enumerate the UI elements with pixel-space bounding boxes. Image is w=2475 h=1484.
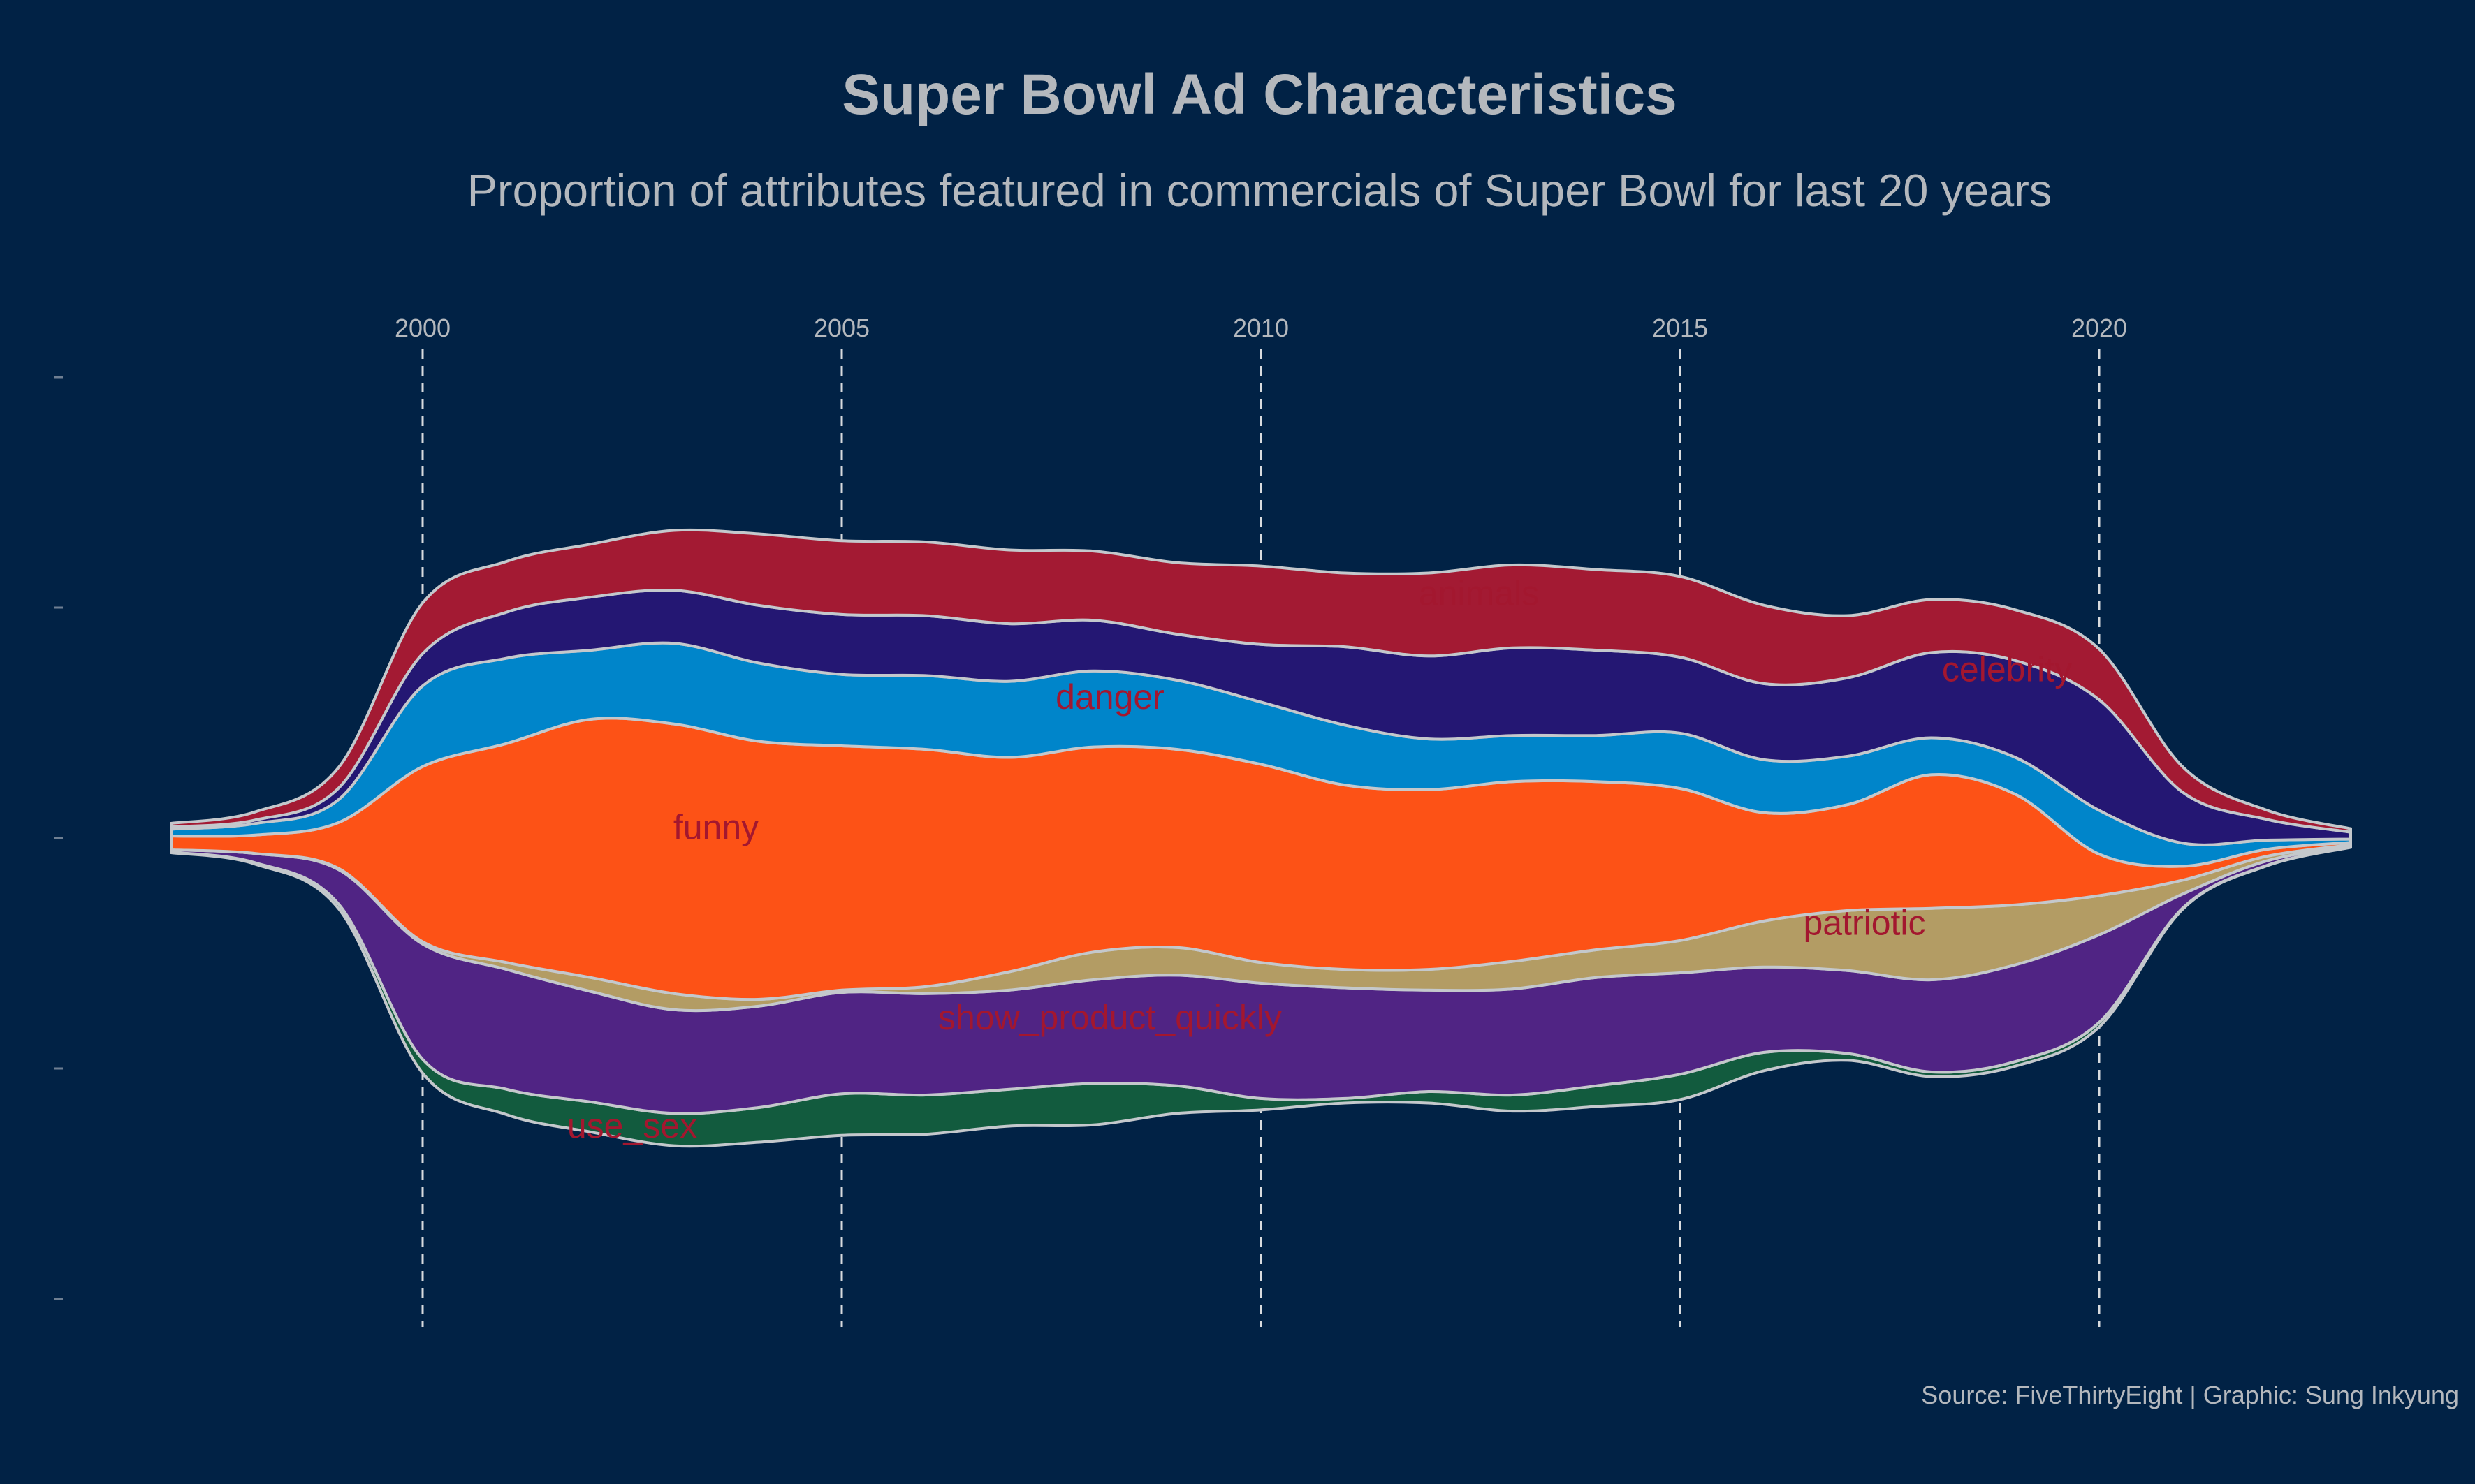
series-labels: funny danger animals celebrity patriotic show… xyxy=(567,574,2072,1145)
label-funny: funny xyxy=(673,808,759,847)
x-tick-label-2015: 2015 xyxy=(1652,314,1708,342)
x-tick-label-2000: 2000 xyxy=(395,314,451,342)
label-danger: danger xyxy=(1056,677,1165,717)
label-show-product-quickly: show_product_quickly xyxy=(938,998,1282,1037)
x-tick-label-2020: 2020 xyxy=(2071,314,2127,342)
x-tick-label-2010: 2010 xyxy=(1233,314,1289,342)
label-patriotic: patriotic xyxy=(1803,904,1925,943)
chart-caption: Source: FiveThirtyEight | Graphic: Sung … xyxy=(1921,1381,2459,1409)
stream-animals xyxy=(170,528,2352,834)
stream-layers xyxy=(170,528,2352,1148)
x-tick-label-2005: 2005 xyxy=(814,314,870,342)
chart-title: Super Bowl Ad Characteristics xyxy=(842,63,1677,126)
label-celebrity: celebrity xyxy=(1942,650,2072,689)
x-tick-labels: 2000 2005 2010 2015 2020 xyxy=(395,314,2127,342)
chart-subtitle: Proportion of attributes featured in com… xyxy=(467,165,2052,216)
y-axis-ticks xyxy=(54,376,63,1300)
label-use-sex: use_sex xyxy=(567,1106,697,1145)
label-animals: animals xyxy=(1419,574,1539,613)
